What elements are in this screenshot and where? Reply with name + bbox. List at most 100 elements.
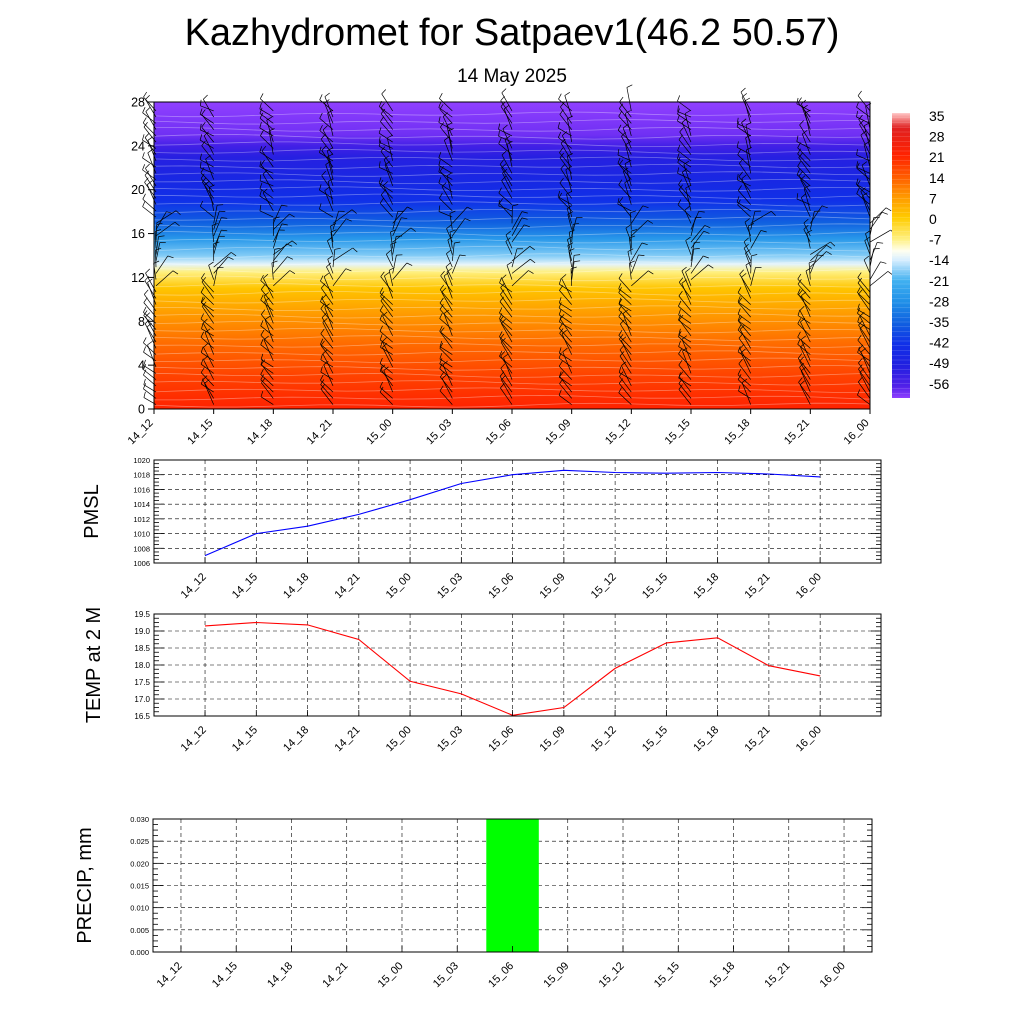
wind-barb-feather [147,341,153,346]
wind-barb [439,289,453,305]
wind-barb-feather [158,235,165,237]
wind-barb [511,224,525,243]
wind-barb-feather [320,275,324,282]
wind-barb [438,107,453,118]
wind-barb [259,210,274,218]
wind-barb [511,246,531,262]
wind-barb-feather [200,313,204,320]
wind-barb [321,298,334,318]
wind-barb-feather [677,108,680,115]
wind-barb-feather [618,366,622,373]
wind-barb-feather [647,220,653,224]
wind-barb [261,289,274,305]
wind-barb-feather [559,316,562,323]
wind-barb [799,367,811,387]
wind-barb [499,336,513,349]
wind-barb [739,329,752,349]
wind-barb-feather [320,338,324,345]
colorbar-label: -14 [929,252,949,268]
wind-barb-feather [441,374,447,379]
wind-barb [388,270,394,286]
wind-barb-feather [858,364,863,370]
wind-barb-feather [682,347,688,352]
wind-barb [737,351,751,362]
y-tick-label: 0.020 [130,859,149,868]
wind-barb [380,113,393,130]
wind-barb [618,309,632,324]
colorbar-label: 28 [929,129,945,145]
wind-barb [859,315,871,337]
x-tick-label: 15_12 [589,724,619,754]
wind-barb-feather [797,161,801,167]
wind-barb [861,165,871,187]
wind-barb-feather [619,345,625,351]
wind-barb-feather [678,314,684,321]
wind-barb [323,364,334,387]
wind-barb-feather [501,274,507,279]
wind-barb-feather [167,255,174,259]
wind-barb [260,280,274,293]
wind-barb [631,205,644,224]
wind-barb [567,239,573,255]
wind-barb [260,164,274,180]
wind-barb-feather [678,309,681,316]
wind-barb [261,382,274,399]
wind-barb [559,383,572,399]
wind-barb [567,214,573,230]
wind-barb [559,333,572,349]
wind-barb [446,125,453,149]
wind-barb [502,172,513,193]
wind-barb [620,323,632,343]
wind-barb-feather [521,217,528,220]
wind-barb-feather [380,116,384,122]
wind-barb-feather [529,246,535,251]
wind-barb-feather [698,210,705,213]
wind-barb-feather [796,169,800,175]
wind-barb [619,108,632,124]
wind-barb [869,261,881,280]
wind-barb [200,292,214,305]
wind-barb [155,224,157,243]
wind-barb [321,150,334,168]
wind-barb-feather [617,198,620,205]
wind-barb [446,253,453,268]
wind-barb-feather [887,271,894,276]
wind-barb-feather [175,210,181,216]
wind-barb [800,339,811,362]
x-tick-label: 15_18 [691,724,721,754]
x-tick-label: 15_09 [537,724,567,754]
wind-barb-feather [260,294,264,301]
wind-barb-feather [739,324,745,330]
wind-barb-feather [172,270,179,275]
wind-barb [567,118,573,143]
wind-barb [439,346,453,355]
wind-barb [213,236,220,255]
wind-barb [260,374,274,387]
wind-barb [260,379,274,393]
wind-barb [736,201,751,212]
x-tick-label: 14_12 [126,417,156,447]
wind-barb [380,121,393,137]
wind-barb [810,241,831,255]
wind-barb [627,251,632,268]
wind-barb [500,100,513,118]
wind-barb [439,98,453,112]
wind-barb-feather [319,124,323,131]
wind-barb-feather [857,277,862,284]
wind-barb [320,139,334,155]
wind-barb-feather [438,177,442,184]
wind-barb [271,262,274,280]
wind-barb [147,344,157,368]
wind-barb [380,347,393,355]
wind-barb-feather [738,297,743,303]
wind-barb [213,211,220,230]
wind-barb [211,225,215,243]
wind-barb-feather [203,131,209,136]
wind-barb [332,218,347,237]
wind-barb [147,282,157,305]
wind-barb-feather [438,205,441,212]
wind-barb-feather [859,119,864,125]
wind-barb [499,301,513,318]
wind-barb [806,232,811,249]
isotherm-line [153,350,870,356]
